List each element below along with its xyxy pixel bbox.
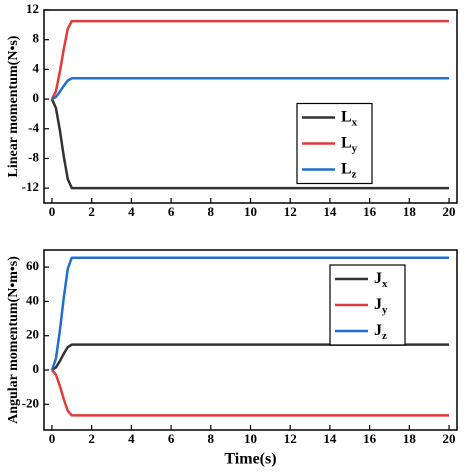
y-axis-label: Angular momentum(N•m•s) xyxy=(6,256,21,424)
y-tick-label: -4 xyxy=(28,120,39,135)
y-tick-label: -12 xyxy=(22,179,39,194)
y-axis-label: Linear momentum(N•s) xyxy=(6,35,21,177)
x-tick-label: 4 xyxy=(128,204,135,219)
x-tick-label: 20 xyxy=(443,431,456,446)
y-tick-label: 40 xyxy=(26,292,39,307)
data-line xyxy=(50,369,450,417)
legend-label: Jy xyxy=(374,296,388,316)
x-tick-label: 10 xyxy=(244,204,257,219)
x-tick-label: 2 xyxy=(88,204,95,219)
x-tick-label: 8 xyxy=(208,204,215,219)
y-tick-label: 12 xyxy=(26,1,39,16)
x-tick-label: 12 xyxy=(284,204,297,219)
x-tick-label: 0 xyxy=(49,204,56,219)
x-tick-label: 16 xyxy=(363,204,377,219)
x-tick-label: 14 xyxy=(323,431,337,446)
y-tick-label: 8 xyxy=(33,31,40,46)
x-tick-label: 14 xyxy=(323,204,337,219)
x-tick-label: 4 xyxy=(128,431,135,446)
plot-frame xyxy=(43,9,458,204)
x-axis-label: Time(s) xyxy=(224,451,276,468)
x-tick-label: 18 xyxy=(403,431,417,446)
y-tick-label: 0 xyxy=(33,90,40,105)
legend-label: Ly xyxy=(341,134,358,154)
x-tick-label: 0 xyxy=(49,431,56,446)
data-line xyxy=(51,343,450,372)
y-tick-label: -20 xyxy=(22,395,39,410)
x-tick-label: 12 xyxy=(284,431,297,446)
x-tick-label: 16 xyxy=(363,431,377,446)
y-tick-label: 4 xyxy=(33,60,40,75)
y-tick-label: 60 xyxy=(26,258,39,273)
x-tick-label: 6 xyxy=(168,431,175,446)
data-line xyxy=(50,256,450,371)
data-line xyxy=(50,98,450,190)
y-tick-label: 20 xyxy=(26,327,39,342)
legend-label: Lx xyxy=(341,108,358,128)
data-line xyxy=(50,19,450,100)
x-tick-label: 8 xyxy=(208,431,215,446)
y-tick-label: 0 xyxy=(33,361,40,376)
x-tick-label: 20 xyxy=(443,204,456,219)
x-tick-label: 10 xyxy=(244,431,257,446)
x-tick-label: 6 xyxy=(168,204,175,219)
x-tick-label: 2 xyxy=(88,431,95,446)
y-tick-label: -8 xyxy=(28,149,39,164)
legend-label: Jx xyxy=(374,270,388,290)
legend-label: Jz xyxy=(374,322,387,342)
legend-label: Lz xyxy=(341,160,357,180)
data-line xyxy=(51,77,450,101)
x-tick-label: 18 xyxy=(403,204,417,219)
